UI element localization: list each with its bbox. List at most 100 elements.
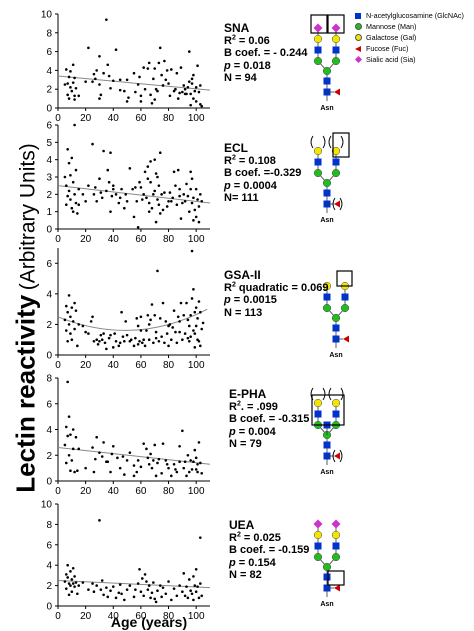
data-point xyxy=(182,466,186,470)
data-point xyxy=(161,442,165,445)
highlight-box xyxy=(327,570,345,586)
sialic-acid-icon xyxy=(313,23,323,33)
data-point xyxy=(103,341,107,345)
data-point xyxy=(70,306,74,309)
glcnac-icon xyxy=(323,293,331,301)
y-tick-label: 0 xyxy=(46,104,52,115)
data-point xyxy=(197,220,201,224)
optional-bracket xyxy=(339,197,343,211)
data-point xyxy=(157,339,161,343)
data-point xyxy=(186,453,190,457)
data-point xyxy=(197,596,201,600)
y-tick-label: 3 xyxy=(46,173,52,184)
data-point xyxy=(92,470,96,474)
optional-bracket xyxy=(322,135,326,149)
data-point xyxy=(140,198,144,201)
data-point xyxy=(92,590,96,594)
data-point xyxy=(149,596,152,600)
mannose-icon xyxy=(331,56,341,66)
data-point xyxy=(152,459,155,462)
data-point xyxy=(154,600,158,604)
data-point xyxy=(113,332,116,335)
data-point xyxy=(193,310,197,314)
glcnac-icon xyxy=(314,46,322,54)
data-point xyxy=(193,346,197,349)
data-point xyxy=(199,193,202,196)
data-point xyxy=(196,64,199,67)
data-point xyxy=(64,203,68,207)
data-point xyxy=(187,470,191,474)
data-point xyxy=(185,301,188,305)
data-point xyxy=(135,317,139,320)
asn-label: Asn xyxy=(320,105,333,112)
data-point xyxy=(91,315,94,319)
data-point xyxy=(110,194,114,198)
data-point xyxy=(84,330,87,334)
mannose-icon xyxy=(331,168,341,178)
monosaccharide-legend: N-acetylglucosamine (GlcNAc) Mannose (Ma… xyxy=(353,10,464,65)
highlight-box xyxy=(336,270,353,287)
data-point xyxy=(67,294,71,297)
data-point xyxy=(196,585,199,588)
data-point xyxy=(170,199,173,203)
data-point xyxy=(189,187,192,191)
data-point xyxy=(92,193,96,196)
data-point xyxy=(192,575,195,578)
data-point xyxy=(176,315,180,319)
r-squared: R2 = 0.025 xyxy=(229,530,281,544)
p-value: p = 0.018 xyxy=(224,59,271,72)
mannose-icon xyxy=(313,552,323,562)
data-point xyxy=(146,588,150,591)
y-tick-label: 6 xyxy=(46,121,52,132)
x-tick-label: 20 xyxy=(80,611,92,622)
data-point xyxy=(194,456,198,460)
data-point xyxy=(139,100,143,103)
glcnac-icon xyxy=(314,158,322,166)
data-point xyxy=(98,177,101,181)
data-point xyxy=(189,459,192,462)
data-point xyxy=(142,66,145,69)
data-point xyxy=(95,199,98,203)
data-point xyxy=(102,441,105,444)
n-count: N = 113 xyxy=(224,306,263,319)
data-point xyxy=(147,462,151,466)
data-point xyxy=(149,452,152,456)
data-point xyxy=(170,474,173,478)
y-tick-label: 0 xyxy=(46,477,52,488)
data-point xyxy=(92,72,96,76)
data-point xyxy=(67,323,71,326)
data-point xyxy=(95,338,98,342)
highlight-box xyxy=(332,132,350,158)
data-point xyxy=(146,177,150,181)
data-point xyxy=(106,168,110,172)
x-tick-label: 60 xyxy=(135,113,147,124)
stats-e-pha: E-PHA R2. = .099 B coef. = -0.315 p = 0.… xyxy=(229,388,309,451)
data-point xyxy=(125,459,129,462)
data-point xyxy=(178,460,181,463)
mannose-icon xyxy=(340,303,350,313)
data-point xyxy=(161,208,165,212)
data-point xyxy=(77,447,81,451)
x-tick-label: 100 xyxy=(188,234,205,245)
data-point xyxy=(186,336,190,340)
data-point xyxy=(194,86,198,89)
data-point xyxy=(132,595,136,599)
data-point xyxy=(132,474,136,478)
glcnac-icon xyxy=(314,542,322,550)
data-point xyxy=(100,579,104,582)
data-point xyxy=(70,590,74,594)
data-point xyxy=(74,309,78,312)
data-point xyxy=(194,215,198,219)
data-point xyxy=(132,215,136,219)
data-point xyxy=(135,470,139,474)
data-point xyxy=(156,269,159,273)
data-point xyxy=(171,326,174,329)
data-point xyxy=(98,83,101,86)
data-point xyxy=(124,193,128,196)
data-point xyxy=(175,71,179,75)
data-point xyxy=(158,584,162,587)
data-point xyxy=(117,591,121,595)
data-point xyxy=(199,344,202,348)
data-point xyxy=(66,563,69,567)
